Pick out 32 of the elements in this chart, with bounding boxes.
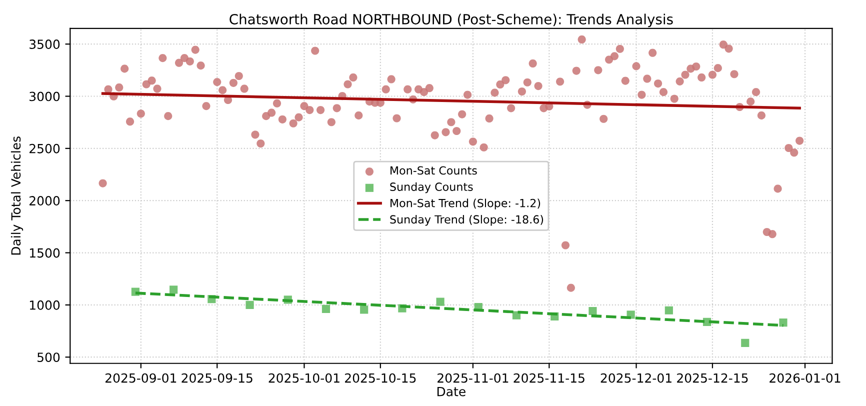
- y-tick-label: 1000: [30, 300, 60, 310]
- point: [664, 306, 673, 314]
- point: [741, 338, 750, 347]
- x-tick-label: 2025-11-01: [438, 373, 508, 383]
- y-tick-label: 2000: [30, 196, 60, 206]
- point: [246, 300, 254, 309]
- x-tick-label: 2025-09-15: [182, 373, 252, 383]
- y-tick-label: 3000: [30, 92, 60, 102]
- chart-title: Chatsworth Road NORTHBOUND (Post-Scheme): Trends Analysis: [230, 14, 673, 28]
- x-tick-label: 2025-12-01: [600, 373, 672, 383]
- point: [779, 318, 788, 327]
- point: [588, 306, 597, 316]
- y-tick-label: 3500: [30, 40, 60, 49]
- point: [322, 304, 330, 313]
- point: [360, 306, 368, 314]
- point: [170, 286, 178, 294]
- point: [436, 298, 444, 306]
- legend-label: Sunday Trend (Slope: -18.6): [390, 214, 544, 226]
- y-tick-label: 500: [38, 352, 60, 362]
- x-tick-label: 2025-10-01: [268, 373, 340, 383]
- x-tick-label: 2026-01-01: [770, 373, 840, 383]
- x-tick-label: 2025-10-15: [345, 373, 416, 383]
- y-tick-label: 1500: [30, 248, 60, 258]
- y-tick-label: 2500: [30, 144, 60, 154]
- y-axis-title: Daily Total Vehicles: [10, 136, 24, 255]
- legend-label: Mon-Sat Counts: [390, 166, 477, 175]
- legend-label: Mon-Sat Trend (Slope: -1.2): [390, 198, 540, 210]
- x-tick-label: 2025-12-15: [677, 373, 748, 383]
- x-axis-title: Date: [437, 386, 466, 396]
- legend-label: Sunday Counts: [390, 182, 473, 194]
- x-tick-label: 2025-09-01: [106, 373, 176, 383]
- x-tick-label: 2025-11-15: [514, 373, 584, 383]
